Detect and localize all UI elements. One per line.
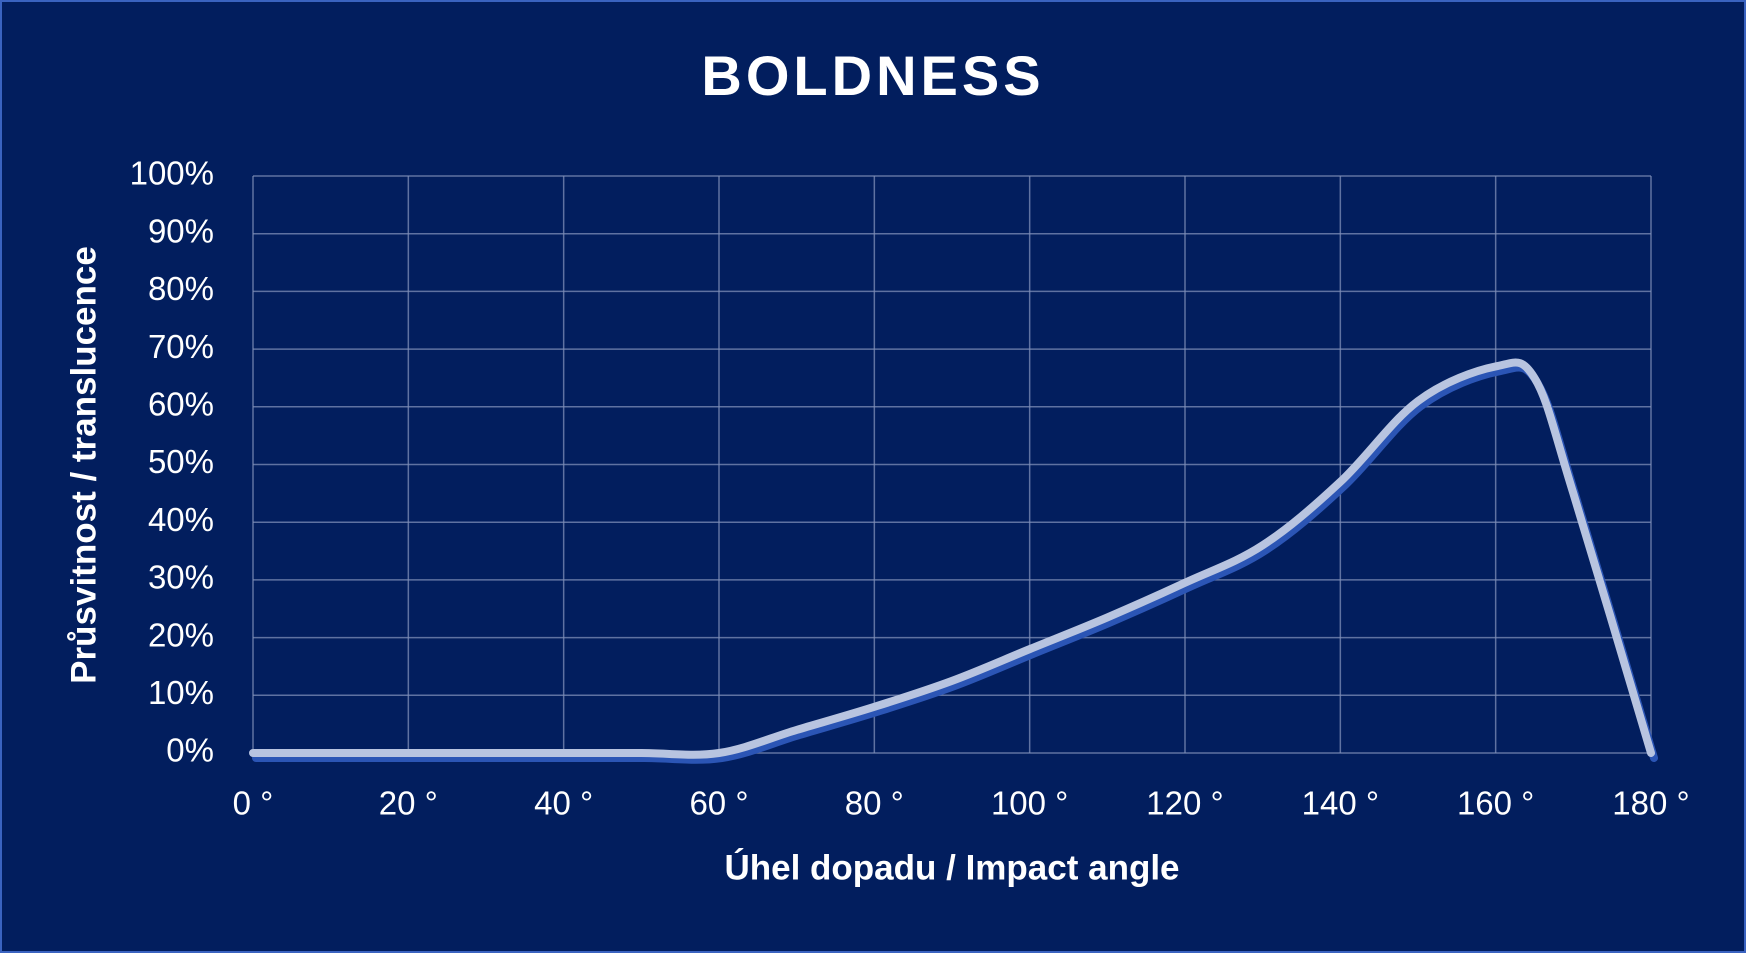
x-tick-label: 80 ° [845, 785, 904, 822]
y-tick-label: 80% [148, 270, 214, 307]
y-tick-label: 50% [148, 443, 214, 480]
data-line [249, 358, 1655, 759]
x-tick-label: 100 ° [991, 785, 1068, 822]
y-tick-label: 40% [148, 501, 214, 538]
x-tick-label: 60 ° [689, 785, 748, 822]
x-tick-label: 20 ° [379, 785, 438, 822]
y-tick-label: 0% [166, 732, 214, 769]
x-axis-label: Úhel dopadu / Impact angle [724, 847, 1179, 887]
y-tick-label: 70% [148, 328, 214, 365]
x-tick-label: 180 ° [1612, 785, 1689, 822]
y-tick-label: 100% [130, 155, 214, 192]
chart-title: BOLDNESS [701, 44, 1044, 107]
y-tick-label: 60% [148, 386, 214, 423]
x-tick-label: 160 ° [1457, 785, 1534, 822]
x-tick-label: 0 ° [233, 785, 274, 822]
y-tick-label: 20% [148, 616, 214, 653]
y-tick-label: 90% [148, 212, 214, 249]
x-tick-label: 140 ° [1302, 785, 1379, 822]
y-tick-label: 30% [148, 559, 214, 596]
x-tick-label: 120 ° [1146, 785, 1223, 822]
y-axis-label: Průsvitnost / translucence [64, 246, 103, 684]
y-tick-label: 10% [148, 674, 214, 711]
x-tick-label: 40 ° [534, 785, 593, 822]
